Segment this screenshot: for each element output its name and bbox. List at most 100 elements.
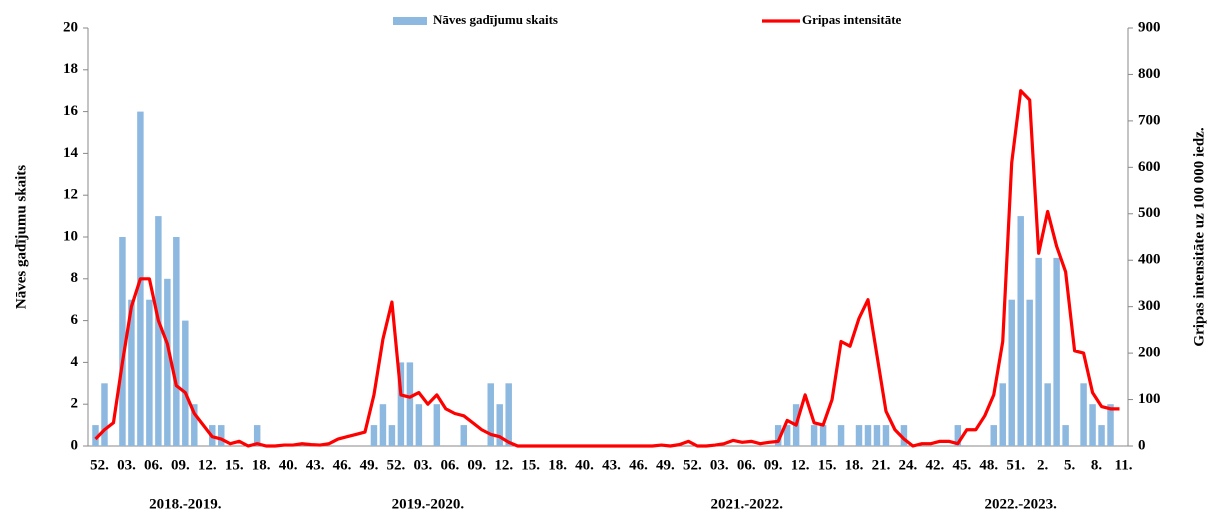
x-tick-label: 21. bbox=[872, 457, 891, 473]
x-tick-label: 40. bbox=[279, 457, 298, 473]
x-tick-label: 09. bbox=[171, 457, 190, 473]
season-label: 2022.-2023. bbox=[984, 496, 1057, 512]
x-tick-label: 18. bbox=[252, 457, 271, 473]
y-tick-label: 2 bbox=[71, 396, 79, 412]
x-tick-label: 2. bbox=[1037, 457, 1049, 473]
x-tick-label: 49. bbox=[360, 457, 379, 473]
bar bbox=[415, 404, 423, 446]
y2-axis-title: Gripas intensitāte uz 100 000 iedz. bbox=[1191, 127, 1207, 346]
bar bbox=[1017, 216, 1024, 446]
bar bbox=[882, 425, 890, 446]
y2-tick-label: 100 bbox=[1138, 391, 1161, 407]
y-tick-label: 12 bbox=[63, 187, 78, 203]
x-tick-label: 42. bbox=[925, 457, 944, 473]
bar bbox=[783, 425, 791, 446]
bar bbox=[191, 404, 198, 446]
bar bbox=[505, 383, 512, 446]
x-tick-label: 06. bbox=[144, 457, 163, 473]
x-tick-label: 52. bbox=[683, 457, 702, 473]
y2-tick-label: 700 bbox=[1138, 112, 1161, 128]
x-tick-label: 15. bbox=[225, 457, 244, 473]
x-tick-label: 40. bbox=[575, 457, 594, 473]
x-tick-label: 06. bbox=[440, 457, 459, 473]
y-tick-label: 4 bbox=[71, 354, 79, 370]
line bbox=[94, 89, 1120, 448]
legend-label: Gripas intensitāte bbox=[802, 12, 902, 27]
bar bbox=[460, 425, 468, 446]
x-tick-label: 52. bbox=[387, 457, 406, 473]
x-tick-label: 43. bbox=[306, 457, 325, 473]
y2-tick-label: 200 bbox=[1138, 345, 1161, 361]
bar bbox=[1062, 425, 1069, 446]
bar bbox=[774, 425, 782, 446]
x-tick-label: 46. bbox=[333, 457, 352, 473]
y2-tick-label: 0 bbox=[1138, 437, 1146, 453]
x-tick-label: 46. bbox=[629, 457, 648, 473]
bar bbox=[101, 383, 108, 446]
y2-tick-label: 800 bbox=[1138, 66, 1161, 82]
bar bbox=[1008, 299, 1015, 446]
bar bbox=[1053, 257, 1060, 446]
bar bbox=[954, 425, 962, 446]
bar bbox=[164, 278, 171, 446]
y2-tick-label: 300 bbox=[1138, 298, 1161, 314]
x-tick-label: 09. bbox=[467, 457, 486, 473]
x-tick-label: 51. bbox=[1006, 457, 1025, 473]
y2-tick-label: 600 bbox=[1138, 159, 1161, 175]
bar bbox=[819, 425, 827, 446]
bar bbox=[155, 216, 162, 446]
y-tick-label: 8 bbox=[71, 270, 79, 286]
x-tick-label: 03. bbox=[413, 457, 432, 473]
x-tick-label: 15. bbox=[521, 457, 540, 473]
x-tick-label: 48. bbox=[979, 457, 998, 473]
bar bbox=[182, 320, 189, 446]
y-tick-label: 20 bbox=[63, 19, 78, 35]
x-tick-label: 45. bbox=[952, 457, 971, 473]
x-tick-label: 24. bbox=[899, 457, 918, 473]
x-tick-label: 09. bbox=[764, 457, 783, 473]
y-tick-label: 18 bbox=[63, 61, 78, 77]
bar bbox=[837, 425, 845, 446]
bar bbox=[1089, 404, 1096, 446]
bar bbox=[999, 383, 1006, 446]
bar bbox=[487, 383, 494, 446]
bar bbox=[864, 425, 872, 446]
bar bbox=[119, 237, 126, 446]
legend-label: Nāves gadījumu skaits bbox=[433, 12, 558, 27]
bar bbox=[173, 237, 180, 446]
bar bbox=[1044, 383, 1051, 446]
bar bbox=[388, 425, 396, 446]
y-tick-label: 0 bbox=[71, 437, 79, 453]
y-axis-title: Nāves gadījumu skaits bbox=[13, 165, 29, 309]
x-tick-label: 03. bbox=[117, 457, 136, 473]
x-tick-label: 18. bbox=[548, 457, 567, 473]
bar bbox=[433, 404, 441, 446]
x-tick-label: 52. bbox=[90, 457, 109, 473]
bar bbox=[146, 299, 153, 446]
season-label: 2018.-2019. bbox=[149, 496, 222, 512]
bar bbox=[1107, 404, 1114, 446]
y-tick-label: 6 bbox=[71, 312, 79, 328]
x-tick-label: 43. bbox=[602, 457, 621, 473]
bar bbox=[92, 425, 99, 446]
x-tick-label: 5. bbox=[1064, 457, 1076, 473]
bar bbox=[496, 404, 503, 446]
x-tick-label: 12. bbox=[494, 457, 513, 473]
bar bbox=[990, 425, 997, 446]
season-label: 2019.-2020. bbox=[392, 496, 465, 512]
bar bbox=[1080, 383, 1087, 446]
bar bbox=[810, 425, 818, 446]
y2-tick-label: 500 bbox=[1138, 205, 1161, 221]
y-tick-label: 16 bbox=[63, 103, 79, 119]
x-tick-label: 8. bbox=[1091, 457, 1103, 473]
x-tick-label: 11. bbox=[1115, 457, 1133, 473]
bar bbox=[873, 425, 881, 446]
bar bbox=[253, 425, 261, 446]
x-tick-label: 12. bbox=[198, 457, 217, 473]
y2-tick-label: 400 bbox=[1138, 252, 1161, 268]
bar bbox=[1098, 425, 1105, 446]
bar bbox=[1026, 299, 1033, 446]
bar bbox=[218, 425, 225, 446]
legend-swatch bbox=[393, 17, 427, 25]
